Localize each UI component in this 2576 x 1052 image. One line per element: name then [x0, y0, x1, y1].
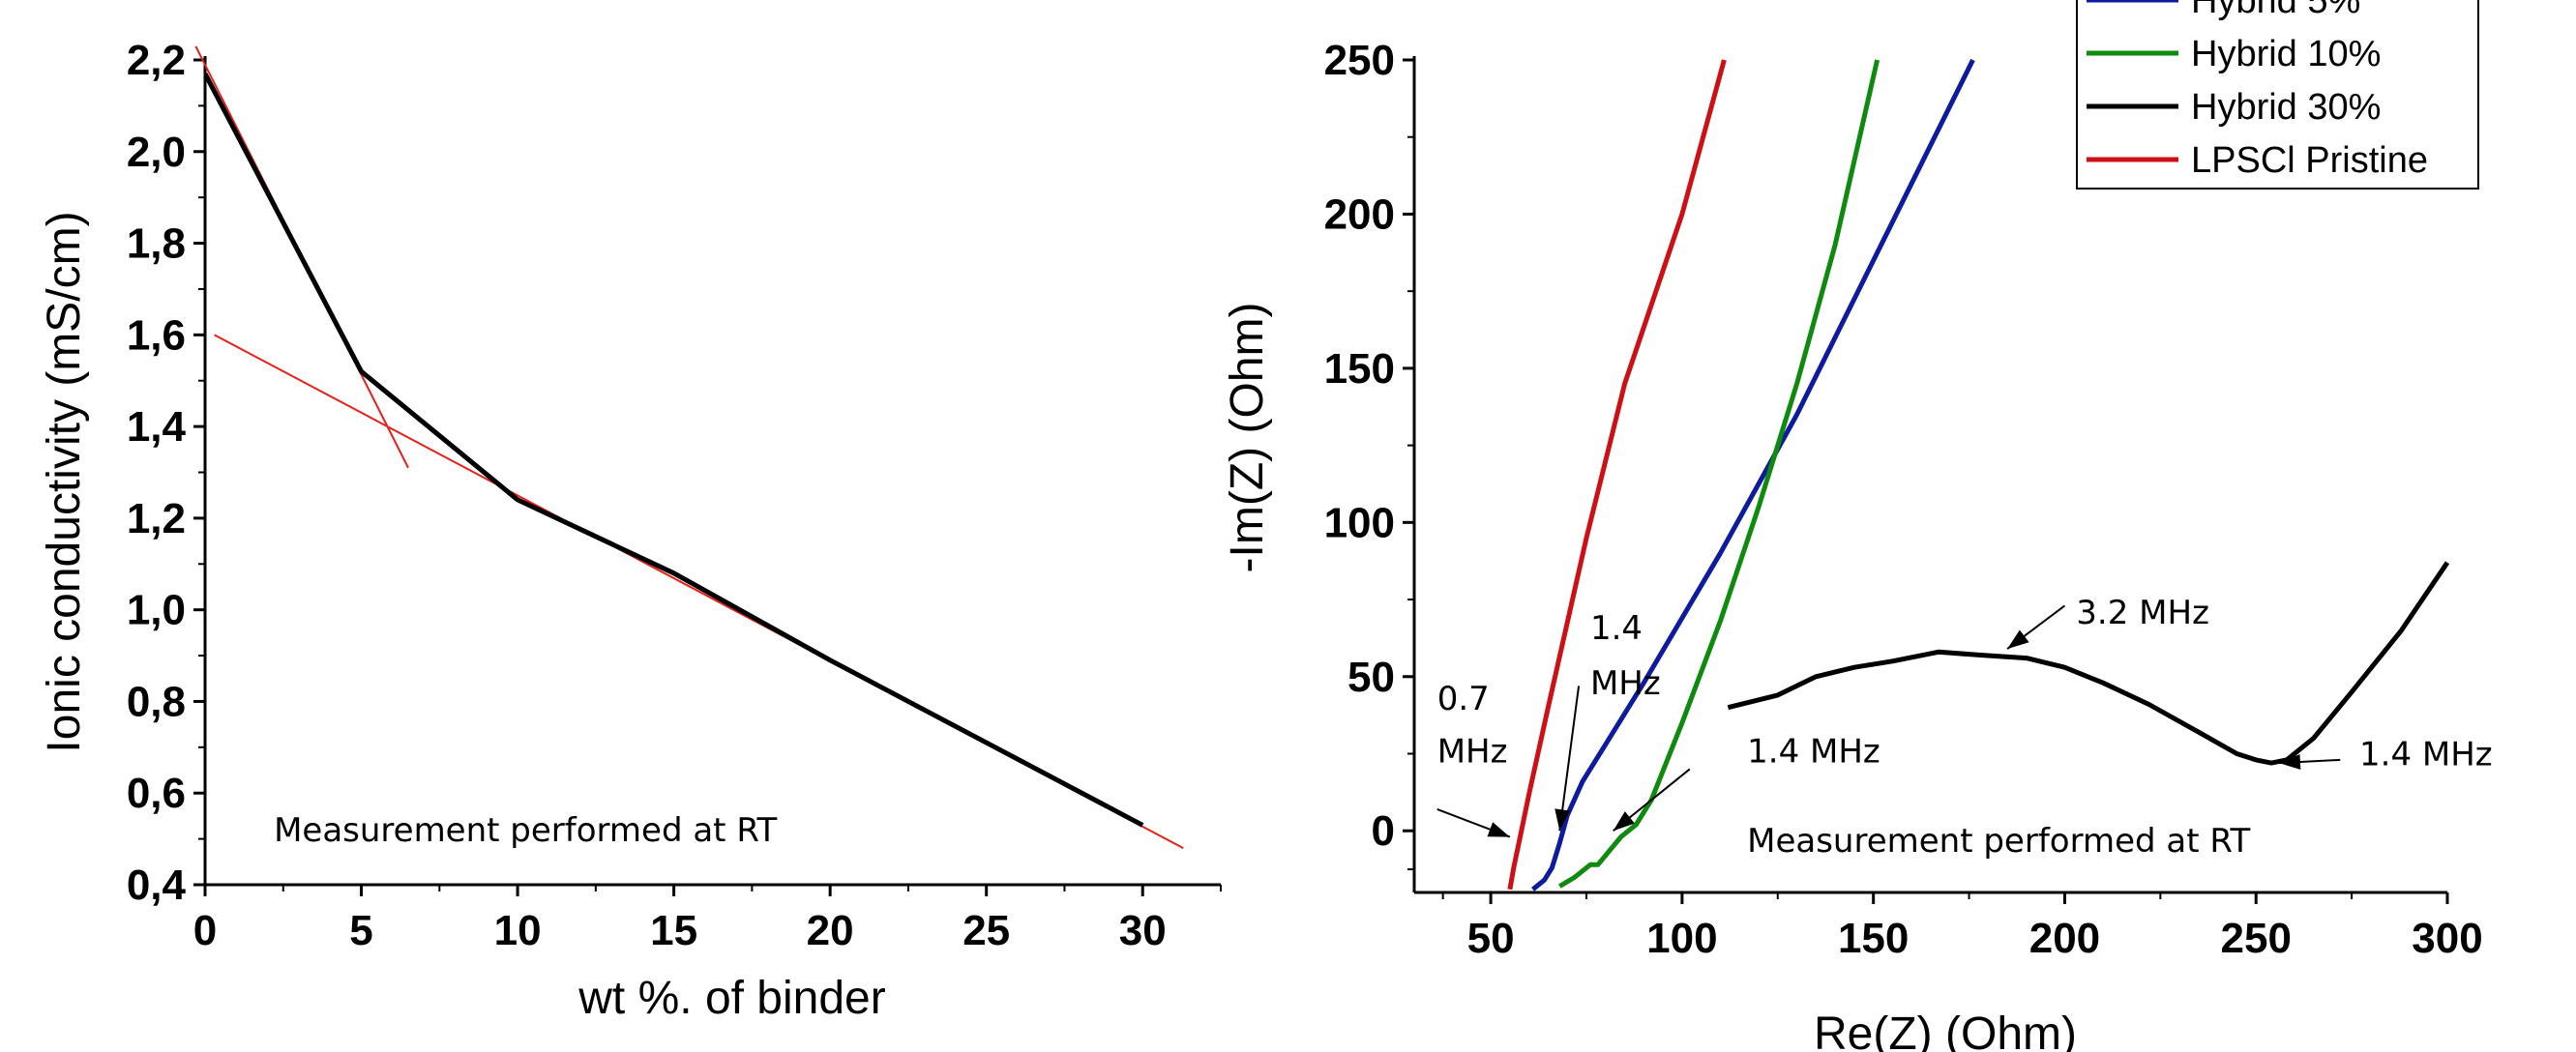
annotation-text: Measurement performed at RT	[1747, 822, 2250, 861]
annotation-text: 0.7	[1437, 680, 1490, 718]
y-tick-label: 1,4	[127, 403, 187, 451]
x-tick-label: 250	[2221, 915, 2292, 962]
annotation-text: 1.4 MHz	[2359, 736, 2493, 774]
y-tick-label: 0,8	[127, 678, 186, 725]
legend-label: Hybrid 10%	[2191, 34, 2381, 74]
annotation-arrow	[1558, 686, 1581, 832]
y-tick-label: 1,8	[127, 220, 186, 268]
y-axis-label: -Im(Z) (Ohm)	[1222, 303, 1273, 573]
annotation-text: MHz	[1590, 664, 1661, 703]
y-tick-label: 200	[1324, 190, 1395, 238]
series-line	[1531, 58, 1975, 891]
y-tick-label: 50	[1347, 654, 1395, 701]
annotation-arrowhead	[2278, 753, 2301, 770]
x-tick-label: 0	[193, 907, 217, 954]
y-tick-label: 1,6	[127, 311, 186, 359]
x-tick-label: 300	[2412, 915, 2482, 962]
x-tick-label: 10	[494, 907, 542, 954]
x-tick-label: 50	[1467, 915, 1515, 962]
annotation-text: 1.4	[1590, 609, 1643, 648]
annotation-text: 1.4 MHz	[1747, 732, 1880, 771]
x-tick-label: 100	[1646, 915, 1717, 962]
legend-label: Hybrid 30%	[2191, 87, 2381, 128]
y-tick-label: 100	[1324, 499, 1395, 546]
x-tick-label: 20	[807, 907, 854, 954]
y-tick-label: 0,6	[127, 770, 186, 817]
x-tick-label: 25	[962, 907, 1010, 954]
impedance-chart: 50 100 150 200 250 300 0 50 100 150 200 250 Re(Z) (O…	[1222, 0, 2493, 1052]
y-tick-label: 1,2	[127, 495, 186, 542]
x-tick-label: 5	[349, 907, 372, 954]
series-line	[205, 73, 1144, 828]
x-tick-label: 30	[1119, 907, 1167, 954]
annotation-text: MHz	[1437, 732, 1508, 771]
conductivity-chart: 0 5 10 15 20 25 30 0,4 0,6 0,8 1,0 1,2 1,4 1,6 1,8 2,0 2…	[39, 37, 1222, 1024]
x-axis-label: Re(Z) (Ohm)	[1814, 1008, 2077, 1052]
legend-label: LPSCl Pristine	[2191, 140, 2428, 181]
annotation-arrowhead	[1487, 822, 1510, 837]
annotation-arrowhead	[2007, 629, 2029, 650]
x-tick-label: 200	[2029, 915, 2100, 962]
y-tick-label: 250	[1324, 37, 1395, 84]
annotation-text: 3.2 MHz	[2076, 594, 2209, 632]
series-line	[1727, 561, 2450, 766]
x-axis-label: wt %. of binder	[577, 973, 886, 1024]
y-tick-label: 0,4	[127, 862, 187, 909]
x-tick-label: 15	[650, 907, 697, 954]
series-line	[1507, 59, 1727, 891]
y-tick-label: 2,0	[127, 129, 186, 176]
legend-label: Hybrid 5%	[2191, 0, 2360, 21]
annotation-arrowhead	[1554, 808, 1571, 832]
y-tick-label: 2,2	[127, 37, 186, 84]
annotation-text: Measurement performed at RT	[274, 811, 777, 850]
y-tick-label: 0	[1372, 807, 1395, 855]
series-line	[1558, 59, 1880, 889]
y-tick-label: 1,0	[127, 587, 186, 634]
x-tick-label: 150	[1838, 915, 1909, 962]
y-tick-label: 150	[1324, 345, 1395, 393]
y-axis-label: Ionic conductivity (mS/cm)	[39, 211, 90, 752]
annotation-arrowhead	[1613, 811, 1635, 832]
